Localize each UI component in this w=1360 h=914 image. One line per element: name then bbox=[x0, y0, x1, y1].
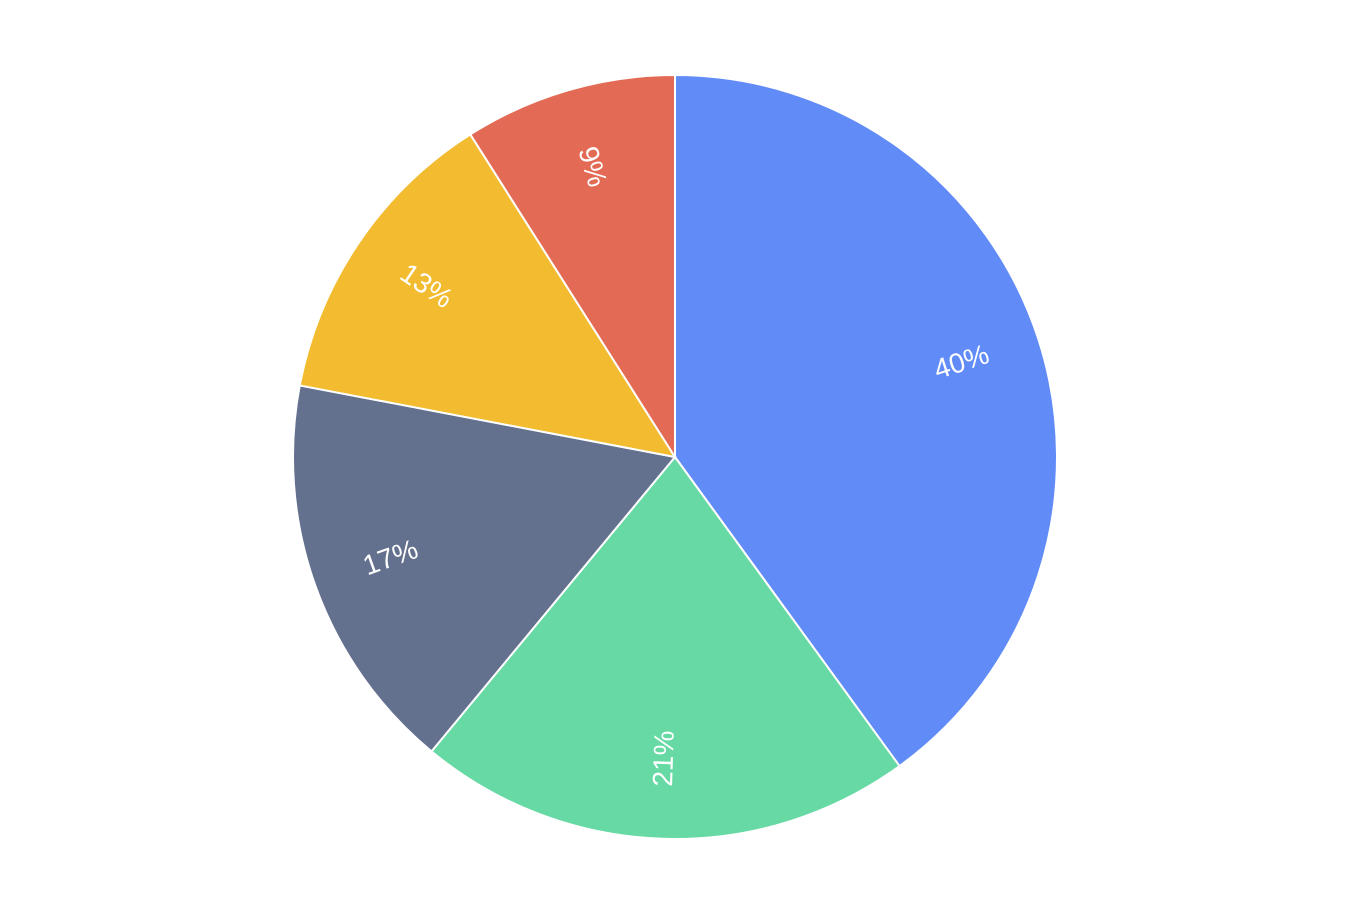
pie-slice bbox=[430, 455, 901, 840]
slice-label: 21% bbox=[647, 730, 680, 787]
pie-slice bbox=[298, 133, 678, 459]
pie-slice bbox=[674, 73, 1058, 768]
pie-slice bbox=[468, 73, 676, 461]
pie-slice bbox=[292, 384, 677, 753]
